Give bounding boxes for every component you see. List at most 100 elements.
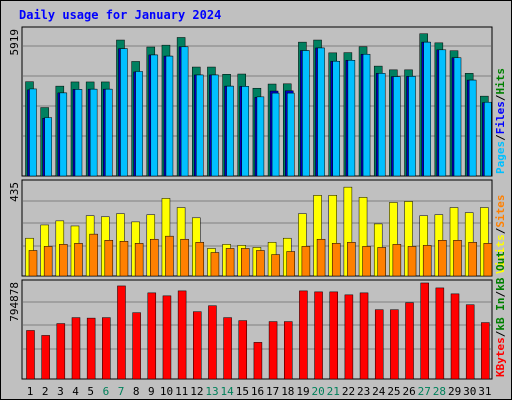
x-tick-label-19: 19 [296, 385, 309, 398]
x-tick-label-24: 24 [372, 385, 386, 398]
pages-bar-14 [226, 85, 234, 177]
pages-bar-17 [271, 92, 280, 177]
panel-1-legend: Pages/Files/Hits [494, 68, 507, 174]
sites-bar-12 [195, 242, 205, 277]
x-tick-label-21: 21 [327, 385, 340, 398]
sites-bar-20 [316, 238, 326, 277]
kbytes-bar-18 [283, 321, 293, 380]
panel-1-ymax-label: 5919 [8, 29, 21, 56]
pages-bar-29 [453, 57, 462, 177]
kbytes-bar-10 [162, 295, 172, 380]
kbytes-bar-12 [193, 311, 202, 380]
pages-bar-19 [302, 50, 310, 177]
x-tick-label-7: 7 [118, 385, 125, 398]
kbytes-bar-5 [86, 317, 96, 380]
pages-bar-1 [29, 88, 37, 177]
pages-bar-18 [286, 92, 295, 177]
pages-bar-6 [105, 88, 113, 177]
pages-bar-27 [423, 41, 431, 177]
sites-bar-19 [301, 246, 311, 277]
sites-bar-24 [377, 247, 386, 277]
sites-bar-27 [422, 245, 432, 277]
pages-bar-22 [347, 60, 356, 177]
legend-entry-: / [494, 227, 507, 234]
kbytes-bar-29 [450, 293, 460, 380]
legend-entry-: / [494, 134, 507, 141]
panel-2-ymax-label: 435 [8, 182, 21, 202]
sites-bar-2 [43, 246, 53, 277]
panel-2-legend: Visits/Sites [494, 195, 507, 275]
pages-bar-13 [211, 74, 219, 177]
sites-bar-5 [89, 233, 98, 277]
kbytes-bar-11 [177, 290, 187, 380]
kbytes-bar-20 [314, 291, 323, 380]
panel-3-ymax-label: 794878 [8, 282, 21, 322]
sites-bar-26 [407, 246, 417, 277]
chart-bars [25, 33, 493, 380]
x-tick-label-5: 5 [87, 385, 94, 398]
x-tick-label-16: 16 [251, 385, 264, 398]
kbytes-bar-21 [329, 291, 338, 380]
x-tick-label-3: 3 [57, 385, 64, 398]
legend-entry-kbytes: KBytes [494, 337, 507, 377]
x-tick-label-17: 17 [266, 385, 279, 398]
x-tick-label-30: 30 [463, 385, 476, 398]
x-tick-label-13: 13 [205, 385, 218, 398]
kbytes-bar-24 [374, 309, 384, 380]
legend-entry-: / [494, 330, 507, 337]
sites-bar-1 [28, 250, 38, 277]
kbytes-bar-30 [465, 304, 475, 380]
x-tick-label-25: 25 [387, 385, 400, 398]
kbytes-bar-28 [435, 287, 445, 380]
kbytes-bar-2 [41, 335, 50, 380]
pages-bar-7 [120, 48, 128, 177]
pages-bar-12 [196, 74, 204, 177]
sites-bar-4 [74, 243, 83, 277]
kbytes-bar-4 [71, 317, 81, 380]
sites-bar-22 [347, 242, 356, 277]
kbytes-bar-25 [390, 309, 399, 380]
legend-entry-sites: Sites [494, 195, 507, 228]
kbytes-bar-15 [238, 320, 248, 380]
x-tick-label-31: 31 [478, 385, 491, 398]
pages-bar-8 [135, 71, 143, 177]
sites-bar-23 [362, 246, 371, 277]
x-tick-label-27: 27 [418, 385, 431, 398]
kbytes-bar-1 [26, 330, 35, 380]
kbytes-bar-31 [481, 322, 490, 380]
kbytes-bar-23 [359, 292, 369, 380]
pages-bar-15 [241, 86, 250, 177]
sites-bar-14 [225, 248, 235, 277]
pages-bar-23 [362, 53, 371, 177]
pages-bar-9 [150, 54, 159, 177]
x-tick-label-15: 15 [236, 385, 249, 398]
kbytes-bar-14 [223, 317, 232, 380]
legend-entry-files: Files [494, 101, 507, 134]
sites-bar-13 [210, 252, 220, 277]
x-tick-label-10: 10 [160, 385, 173, 398]
x-tick-label-26: 26 [402, 385, 415, 398]
sites-bar-16 [256, 250, 265, 277]
kbytes-bar-3 [56, 323, 66, 380]
x-tick-label-22: 22 [342, 385, 355, 398]
sites-bar-21 [331, 243, 341, 277]
legend-entry-visits: Visits [494, 234, 507, 274]
pages-bar-11 [180, 46, 189, 177]
kbytes-bar-13 [208, 305, 217, 380]
sites-bar-29 [453, 240, 462, 277]
pages-bar-31 [484, 101, 492, 177]
kbytes-bar-17 [268, 321, 278, 380]
kbytes-bar-6 [102, 317, 111, 380]
pages-bar-24 [377, 73, 386, 177]
x-tick-label-14: 14 [221, 385, 235, 398]
kbytes-bar-16 [253, 342, 263, 380]
sites-bar-9 [150, 238, 159, 277]
x-tick-label-4: 4 [72, 385, 79, 398]
sites-bar-11 [180, 238, 189, 277]
x-tick-label-9: 9 [148, 385, 155, 398]
sites-bar-7 [119, 241, 129, 277]
sites-bar-6 [104, 240, 114, 277]
pages-bar-20 [317, 47, 325, 177]
kbytes-bar-7 [117, 285, 126, 380]
